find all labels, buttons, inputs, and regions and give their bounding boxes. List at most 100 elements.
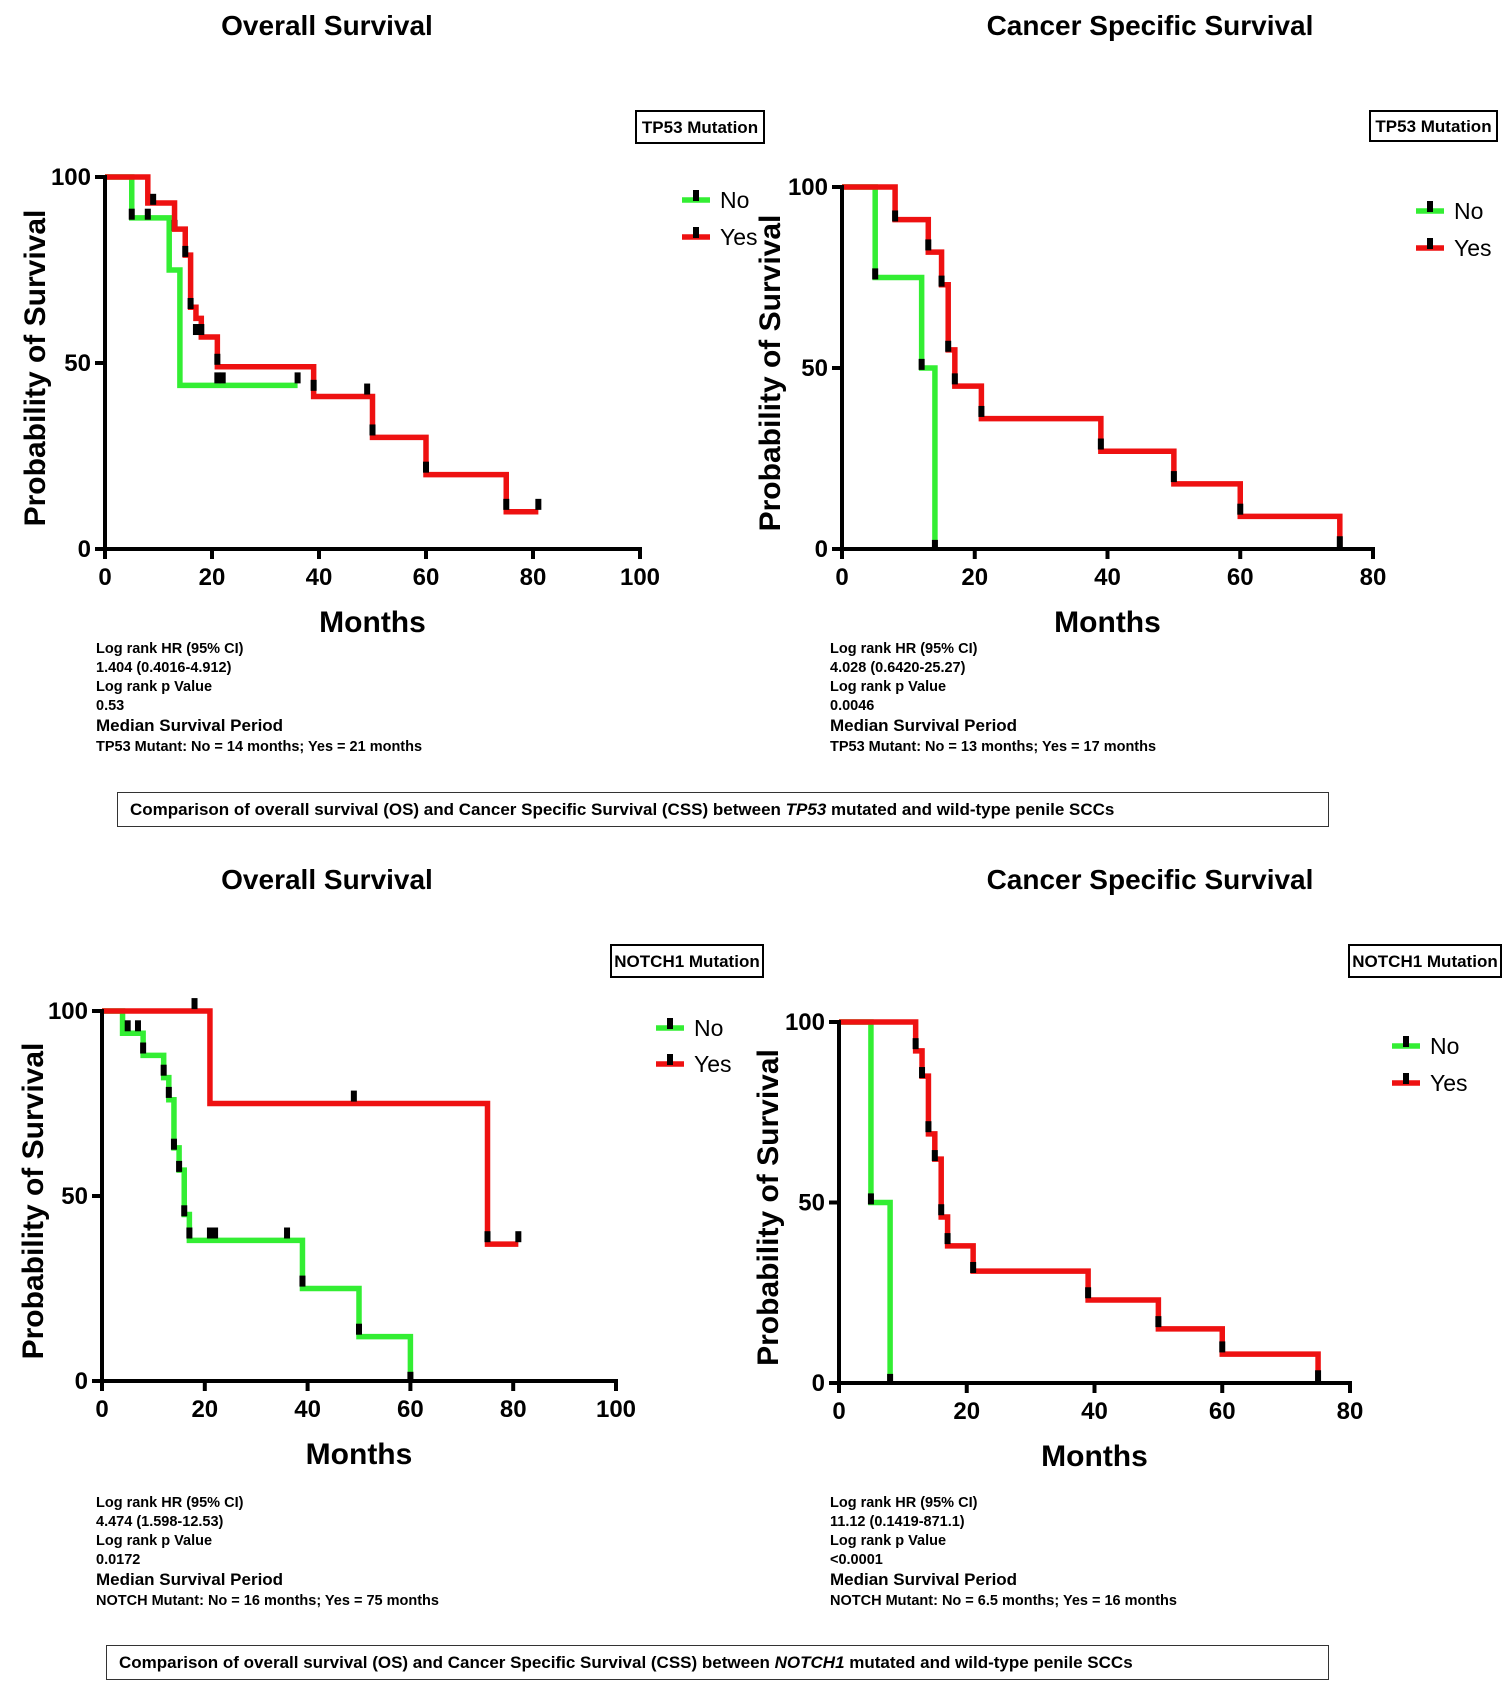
stat-hr-label: Log rank HR (95% CI): [96, 1495, 244, 1511]
stat-median-label: Median Survival Period: [96, 716, 283, 735]
legend-label-no: No: [1454, 198, 1483, 224]
stat-hr-value: 4.474 (1.598-12.53): [96, 1514, 224, 1530]
censor-mark: [198, 324, 205, 336]
censor-mark: [407, 1371, 414, 1383]
caption-notch1: Comparison of overall survival (OS) and …: [106, 1645, 1329, 1680]
legend-label-no: No: [720, 187, 749, 213]
censor-mark: [1237, 503, 1244, 515]
caption-tp53: Comparison of overall survival (OS) and …: [117, 792, 1329, 827]
stat-hr-value: 11.12 (0.1419-871.1): [830, 1514, 965, 1530]
y-axis-label: Probability of Survival: [19, 210, 52, 527]
x-tick-label: 80: [1337, 1398, 1364, 1425]
censor-mark: [356, 1323, 362, 1335]
censor-mark: [867, 1193, 874, 1205]
legend-label-yes: Yes: [720, 224, 758, 250]
censor-mark: [925, 239, 932, 251]
censor-mark: [140, 1042, 147, 1054]
x-tick-label: 100: [620, 564, 660, 591]
stat-p-label: Log rank p Value: [830, 1533, 946, 1549]
x-tick-label: 80: [500, 1396, 527, 1423]
censor-mark: [970, 1261, 977, 1273]
series-line-no: [839, 1019, 893, 1383]
x-tick-label: 100: [596, 1396, 636, 1423]
y-tick-label: 100: [788, 174, 828, 201]
km-chart-3: Overall Survival 0 50 100 0 20 40 60 80 100 Months…: [17, 864, 764, 1609]
y-tick-label: 50: [798, 1190, 825, 1217]
censor-mark: [944, 1233, 951, 1245]
censor-mark: [214, 372, 221, 384]
x-tick-label: 20: [199, 564, 226, 591]
legend-marker: [693, 190, 699, 201]
censor-mark: [150, 193, 157, 205]
x-tick-label: 0: [98, 564, 111, 591]
legend-marker: [1427, 201, 1433, 212]
legend-title-box: [610, 944, 764, 978]
km-chart-1: Overall Survival 0 50 100 0 20 40 60 80 100 Months…: [19, 10, 765, 755]
censor-mark: [978, 405, 985, 417]
stat-median-value: NOTCH Mutant: No = 6.5 months; Yes = 16 …: [830, 1593, 1177, 1609]
censor-mark: [1085, 1287, 1092, 1299]
x-tick-label: 60: [397, 1396, 424, 1423]
x-tick-label: 40: [294, 1396, 321, 1423]
censor-mark: [219, 372, 226, 384]
stat-p-value: 0.0046: [830, 698, 874, 714]
censor-mark: [423, 461, 429, 473]
censor-mark: [192, 324, 199, 336]
censor-mark: [887, 1373, 894, 1385]
y-tick-label: 50: [64, 350, 91, 377]
censor-mark: [170, 1138, 177, 1150]
y-tick-label: 100: [785, 1009, 825, 1036]
x-tick-label: 0: [832, 1398, 845, 1425]
y-tick-label: 0: [815, 536, 828, 563]
stat-median-label: Median Survival Period: [830, 716, 1017, 735]
stat-p-value: <0.0001: [830, 1552, 883, 1568]
censor-mark: [206, 1227, 213, 1239]
censor-mark: [124, 1020, 131, 1032]
x-tick-label: 0: [835, 564, 848, 591]
stat-hr-label: Log rank HR (95% CI): [96, 641, 244, 657]
stat-p-label: Log rank p Value: [96, 679, 212, 695]
stat-p-label: Log rank p Value: [830, 679, 946, 695]
stat-median-label: Median Survival Period: [830, 1570, 1017, 1589]
y-axis-label: Probability of Survival: [17, 1043, 50, 1360]
censor-mark: [931, 1150, 938, 1162]
censor-mark: [176, 1160, 183, 1172]
x-axis-label: Months: [319, 606, 426, 639]
caption-gene: TP53: [785, 800, 827, 819]
y-axis-label: Probability of Survival: [752, 1049, 785, 1366]
stat-p-label: Log rank p Value: [96, 1533, 212, 1549]
series-line-no: [102, 1008, 414, 1381]
legend-label-yes: Yes: [1430, 1070, 1468, 1096]
censor-mark: [1336, 536, 1343, 548]
legend-marker: [693, 227, 699, 238]
series-line-yes: [839, 1019, 1321, 1383]
y-tick-label: 100: [48, 998, 88, 1025]
legend-title-box: [1369, 110, 1498, 142]
censor-mark: [1219, 1341, 1226, 1353]
censor-mark: [160, 1064, 167, 1076]
legend-title-box: [635, 110, 765, 144]
caption-gene: NOTCH1: [774, 1653, 845, 1672]
censor-mark: [919, 1067, 926, 1079]
stat-hr-label: Log rank HR (95% CI): [830, 1495, 978, 1511]
x-tick-label: 80: [520, 564, 547, 591]
legend-label-yes: Yes: [694, 1051, 732, 1077]
censor-mark: [191, 998, 198, 1010]
y-tick-label: 50: [61, 1183, 88, 1210]
censor-mark: [938, 275, 945, 287]
series-line-no: [105, 174, 298, 389]
censor-mark: [214, 353, 221, 365]
censor-mark: [931, 539, 938, 551]
chart-title: Cancer Specific Survival: [987, 10, 1314, 41]
censor-mark: [182, 245, 189, 257]
censor-mark: [144, 208, 151, 220]
series-line-yes: [102, 1008, 519, 1247]
x-axis-label: Months: [1054, 606, 1161, 639]
x-tick-label: 20: [961, 564, 988, 591]
censor-mark: [925, 1121, 932, 1133]
censor-mark: [912, 1038, 919, 1050]
stat-hr-label: Log rank HR (95% CI): [830, 641, 978, 657]
censor-mark: [1170, 471, 1177, 483]
stat-p-value: 0.53: [96, 698, 124, 714]
censor-mark: [165, 1086, 172, 1098]
